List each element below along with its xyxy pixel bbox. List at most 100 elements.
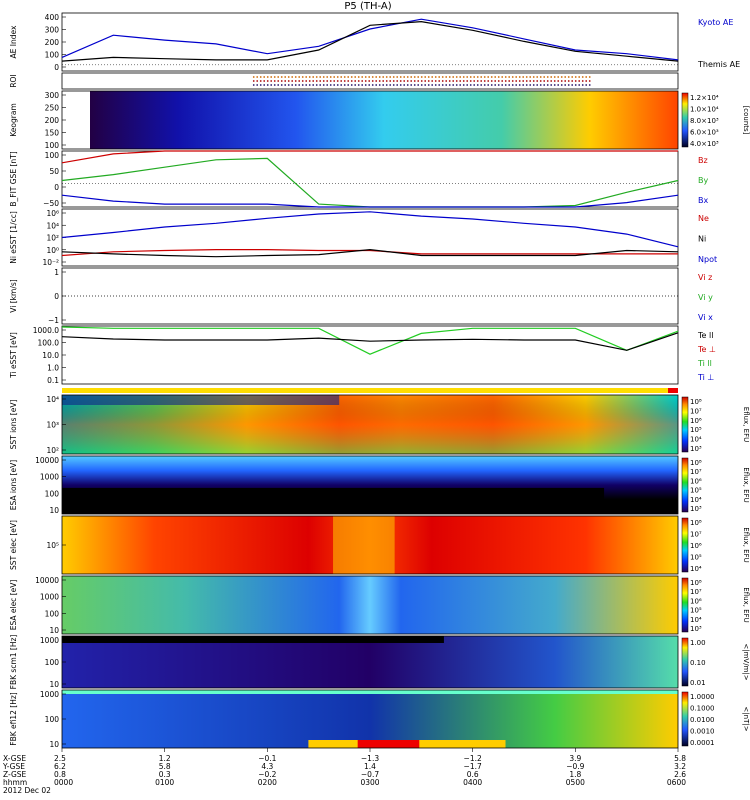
fbk_e-colorbar-tick: 0.0100 (690, 716, 715, 724)
panel-fbk_b: 1.00 0.10 0.01 <|mV/m|> 1000 100 10 FBK scm1 [H… (9, 635, 750, 690)
velocity-legend-item: Vi y (698, 293, 713, 302)
temperature-ylabel: Ti eSST [eV] (9, 332, 18, 379)
panel-fbk_e: 1.0000 0.1000 0.0100 0.0010 0.0001 <|nT|> 1000… (9, 689, 750, 749)
panel-sst_e: 10⁸ 10⁷ 10⁶ 10⁵ 10⁴ Eflux, EFU 10⁵ SST elec [eV… (9, 515, 750, 575)
temperature-legend-item: Te ll (697, 331, 713, 340)
density-legend-item: Ne (698, 214, 709, 223)
fbk_b-ytick-label: 1000 (40, 636, 59, 645)
esa_e-ytick-label: 1000 (40, 593, 59, 602)
keogram-colorbar-tick: 8.0×10³ (690, 117, 719, 125)
temperature-legend-item: Ti ⊥ (697, 373, 714, 382)
fbk_b-colorbar-label: <|mV/m|> (742, 643, 750, 680)
fbk_e-colorbar-label: <|nT|> (742, 706, 750, 731)
x-tick-ygse: −0.9 (566, 762, 584, 771)
x-tick-xgse: −1.3 (361, 754, 379, 763)
fbk_e-ylabel: FBK efi12 [Hz] (9, 692, 18, 746)
sst_i-colorbar-tick: 10⁴ (690, 436, 702, 444)
keogram-colorbar (681, 92, 689, 148)
keogram-ytick-label: 100 (45, 141, 60, 150)
x-tick-time: 0500 (566, 778, 585, 787)
velocity-ylabel: Vi [km/s] (9, 279, 18, 312)
x-tick-time: 0300 (360, 778, 379, 787)
x-axis-row-label: 2012 Dec 02 (3, 786, 51, 795)
velocity-ytick-label: 0 (54, 292, 59, 301)
x-axis-row-label: Y-GSE (2, 762, 25, 771)
x-tick-zgse: 0.8 (54, 770, 66, 779)
esa_i-colorbar (681, 457, 689, 513)
temperature-plot-area (62, 326, 678, 384)
sst_i-ytick-label: 10² (46, 446, 59, 455)
bfield-legend-item: By (698, 176, 708, 185)
sst_i-colorbar-tick: 10⁵ (690, 426, 702, 434)
density-ytick-label: 10⁻² (42, 258, 59, 267)
keogram-colorbar-label: [counts] (742, 106, 750, 135)
esa_e-ytick-label: 10 (49, 626, 59, 635)
fbk_e-colorbar (681, 691, 689, 747)
esa_i-colorbar-tick: 10⁴ (690, 496, 702, 504)
ae-ytick-label: 400 (45, 13, 60, 22)
keogram-ytick-label: 300 (45, 91, 60, 100)
esa_i-colorbar-tick: 10⁸ (690, 459, 702, 467)
esa_i-ytick-label: 10000 (35, 456, 59, 465)
sst_i-ylabel: SST ions [eV] (9, 400, 18, 450)
sst_i-ytick-label: 10⁴ (46, 395, 59, 404)
sst_e-ylabel: SST elec [eV] (9, 520, 18, 570)
esa_i-ytick-label: 1000 (40, 473, 59, 482)
panel-bfield: 100 50 0 −50 B_FIT GSE [nT] Bz By Bx (9, 150, 708, 208)
temperature-ytick-label: 0.1 (47, 376, 59, 385)
bfield-ytick-label: 0 (54, 183, 59, 192)
temperature-ytick-label: 1.0 (47, 364, 59, 373)
temperature-legend-item: Te ⊥ (697, 345, 716, 354)
panel-ae: 400 300 200 100 0 AE Index Kyoto AE Themis AE (9, 12, 740, 72)
density-legend-item: Npot (698, 255, 717, 264)
ae-legend-item: Themis AE (697, 60, 740, 69)
sst-ion-top-band (62, 395, 340, 405)
x-tick-xgse: 1.2 (159, 754, 171, 763)
ae-ylabel: AE Index (9, 25, 18, 58)
bfield-plot-area (62, 151, 678, 207)
esa_e-colorbar-tick: 10³ (690, 625, 702, 633)
temperature-legend-item: Ti ll (697, 359, 712, 368)
x-tick-xgse: 2.5 (54, 754, 66, 763)
esa_e-spectrogram (62, 576, 678, 634)
x-tick-ygse: −1.7 (464, 762, 482, 771)
density-legend-item: Ni (698, 235, 706, 244)
x-tick-time: 0200 (258, 778, 277, 787)
x-tick-time: 0400 (463, 778, 482, 787)
ae-ytick-label: 200 (45, 38, 60, 47)
sst_e-colorbar-tick: 10⁷ (690, 531, 702, 539)
bfield-ylabel: B_FIT GSE [nT] (9, 151, 18, 206)
fbk_e-colorbar-tick: 1.0000 (690, 693, 715, 701)
panel-velocity: 1 0 −1 Vi [km/s] Vi z Vi y Vi x (9, 267, 713, 325)
keogram-ytick-label: 150 (45, 129, 60, 138)
quality-flag-end (668, 388, 678, 393)
panel-keogram: 1.2×10⁴ 1.0×10⁴ 8.0×10³ 6.0×10³ 4.0×10³ [coun… (9, 90, 750, 150)
temperature-ytick-label: 1000.0 (33, 326, 59, 335)
esa_e-colorbar-tick: 10⁵ (690, 607, 702, 615)
density-ylabel: Ni eSST [1/cc] (9, 211, 18, 264)
temperature-ytick-label: 10.0 (42, 351, 59, 360)
x-tick-zgse: 0.3 (159, 770, 171, 779)
density-ytick-label: 10⁰ (46, 246, 59, 255)
x-tick-time: 0000 (54, 778, 73, 787)
roi-plot-area (62, 73, 678, 89)
quality-flag-bar (62, 388, 678, 393)
keogram-colorbar-tick: 1.0×10⁴ (690, 106, 719, 114)
density-ytick-label: 10² (46, 234, 59, 243)
esa_i-colorbar-tick: 10⁶ (690, 477, 702, 485)
x-tick-time: 0100 (155, 778, 174, 787)
esa_e-colorbar-tick: 10⁷ (690, 588, 702, 596)
esa_i-colorbar-tick: 10⁵ (690, 487, 702, 495)
keogram-colorbar-tick: 1.2×10⁴ (690, 94, 719, 102)
bfield-ytick-label: 100 (45, 151, 60, 160)
keogram-ytick-label: 250 (45, 104, 60, 113)
x-tick-zgse: 0.6 (467, 770, 479, 779)
roi-frame (61, 72, 679, 90)
sst_e-colorbar-tick: 10⁵ (690, 554, 702, 562)
sst-el-center (333, 516, 395, 574)
fbk_e-colorbar-tick: 0.1000 (690, 705, 715, 713)
